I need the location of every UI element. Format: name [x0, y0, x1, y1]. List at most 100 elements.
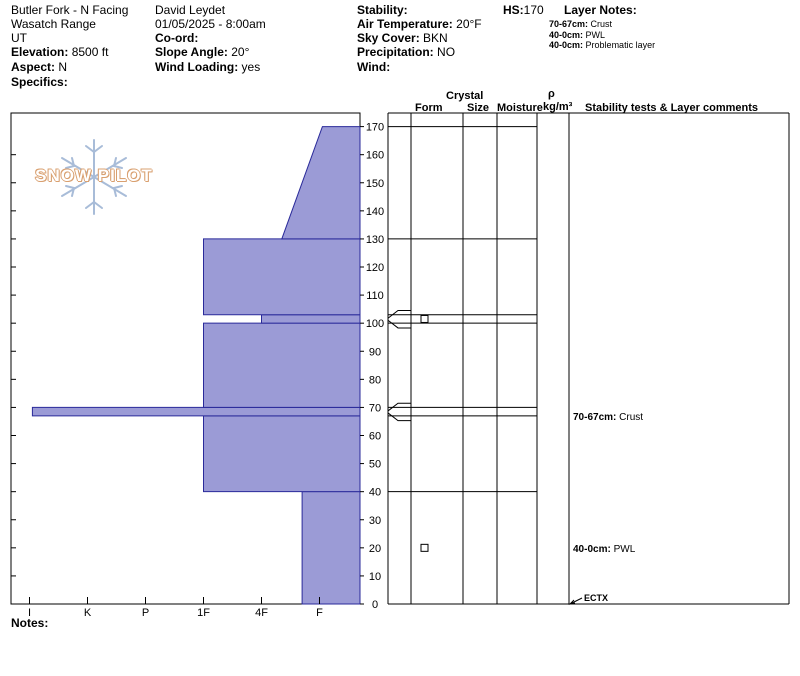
hardness-plot-left-ticks: [11, 154, 16, 577]
density-unit: kg/m³: [543, 101, 573, 113]
height-tick-label: 70: [369, 402, 381, 414]
stability-test-label: ECTX: [584, 593, 608, 603]
table-connector: [387, 402, 411, 412]
air-temp-label: Air Temperature:: [357, 17, 453, 31]
snowflake-icon: [61, 139, 127, 215]
height-tick-label: 100: [366, 318, 384, 330]
coord-label: Co-ord:: [155, 31, 199, 45]
elevation-value: 8500 ft: [71, 45, 109, 59]
location-name: Butler Fork - N Facing: [11, 3, 129, 17]
hardness-layer-2: [31, 406, 361, 417]
height-axis: 0 10 20 30 40 50 60 70 80 90 100 110 120 130 140 150 160…: [360, 122, 384, 611]
hs-value: 170: [523, 3, 544, 17]
layer-note-text: Crust: [590, 19, 613, 29]
aspect-value: N: [58, 60, 68, 74]
hardness-layer-3: [203, 322, 361, 408]
notes-label: Notes:: [11, 616, 49, 630]
layer-note-text: PWL: [585, 30, 606, 40]
height-tick-label: 20: [369, 543, 381, 555]
test-pointer: [569, 597, 583, 605]
snow-height: HS:170: [503, 3, 544, 17]
layer-note: 70-67cm: Crust: [549, 19, 612, 29]
crystal-header: Crystal: [446, 90, 484, 102]
date-time: 01/05/2025 - 8:00am: [155, 17, 266, 31]
height-tick-label: 110: [366, 290, 384, 302]
precip-label: Precipitation:: [357, 45, 434, 59]
height-tick-label: 130: [366, 234, 384, 246]
height-tick-label: 140: [366, 206, 384, 218]
grain-form-icon: [420, 543, 429, 552]
test-arrowhead: [568, 599, 576, 605]
hardness-tick-label: 4F: [255, 607, 268, 619]
sky-cover: Sky Cover: BKN: [357, 31, 448, 45]
table-connector: [387, 412, 411, 422]
height-tick-label: 160: [366, 150, 384, 162]
slope-value: 20°: [231, 45, 250, 59]
layer-notes-label: Layer Notes:: [564, 3, 637, 17]
wind-loading-label: Wind Loading:: [155, 60, 239, 74]
profile-table: [387, 112, 790, 605]
height-tick-label: 150: [366, 178, 384, 190]
height-tick-label: 120: [366, 262, 384, 274]
slope-angle: Slope Angle: 20°: [155, 45, 249, 59]
elevation: Elevation: 8500 ft: [11, 45, 108, 59]
precipitation: Precipitation: NO: [357, 45, 455, 59]
layer-comment-range: 40-0cm:: [573, 544, 611, 555]
layer-note-range: 40-0cm:: [549, 30, 584, 40]
layer-note-range: 70-67cm:: [549, 19, 589, 29]
mountain-range: Wasatch Range: [11, 17, 96, 31]
slope-label: Slope Angle:: [155, 45, 228, 59]
hs-label: HS:: [503, 3, 524, 17]
wind-loading: Wind Loading: yes: [155, 60, 260, 74]
moisture-header: Moisture: [497, 102, 543, 114]
table-connector: [387, 319, 411, 329]
hardness-layer-6: [281, 126, 361, 240]
grain-form-icon: [420, 314, 429, 323]
elevation-label: Elevation:: [11, 45, 69, 59]
height-tick-label: 40: [369, 487, 381, 499]
wind-label: Wind:: [357, 60, 391, 74]
sky-value: BKN: [423, 31, 448, 45]
layer-note-text: Problematic layer: [585, 40, 656, 50]
layer-note: 40-0cm: Problematic layer: [549, 40, 655, 50]
hardness-tick-label: F: [316, 607, 323, 619]
layer-note: 40-0cm: PWL: [549, 30, 605, 40]
state: UT: [11, 31, 27, 45]
hardness-layer-4: [261, 314, 361, 324]
snowpilot-logo: SNOW PILOT: [30, 138, 158, 218]
layer-comment-text: Crust: [616, 412, 643, 423]
layer-comment: 70-67cm: Crust: [573, 412, 643, 423]
hardness-tick-label: P: [142, 607, 149, 619]
height-tick-label: 80: [369, 374, 381, 386]
specifics-label: Specifics:: [11, 75, 68, 89]
table-connector: [387, 310, 411, 319]
hardness-axis: I K P 1F 4F F: [28, 597, 323, 619]
comments-header: Stability tests & Layer comments: [585, 102, 759, 114]
height-tick-label: 60: [369, 431, 381, 443]
hardness-layer-1: [203, 415, 361, 493]
table-layer-boundaries: [387, 126, 537, 493]
hardness-tick-label: 1F: [197, 607, 210, 619]
grain-markers: [420, 314, 429, 552]
height-tick-label: 0: [372, 599, 378, 611]
layer-comment: 40-0cm: PWL: [573, 544, 636, 555]
density-symbol: ρ: [548, 88, 555, 100]
precip-value: NO: [437, 45, 456, 59]
hardness-layer-5: [203, 238, 361, 316]
aspect: Aspect: N: [11, 60, 67, 74]
layer-note-range: 40-0cm:: [549, 40, 584, 50]
observer: David Leydet: [155, 3, 226, 17]
height-tick-label: 170: [366, 122, 384, 134]
aspect-label: Aspect:: [11, 60, 56, 74]
layer-comment-text: PWL: [611, 544, 636, 555]
height-tick-label: 50: [369, 459, 381, 471]
form-header: Form: [415, 102, 443, 114]
hardness-tick-label: I: [28, 607, 31, 619]
size-header: Size: [467, 102, 490, 114]
wind-loading-value: yes: [241, 60, 261, 74]
height-tick-label: 10: [369, 571, 381, 583]
air-temperature: Air Temperature: 20°F: [357, 17, 482, 31]
hardness-layers: [31, 126, 361, 605]
height-tick-label: 90: [369, 346, 381, 358]
layer-comment-range: 70-67cm:: [573, 412, 616, 423]
